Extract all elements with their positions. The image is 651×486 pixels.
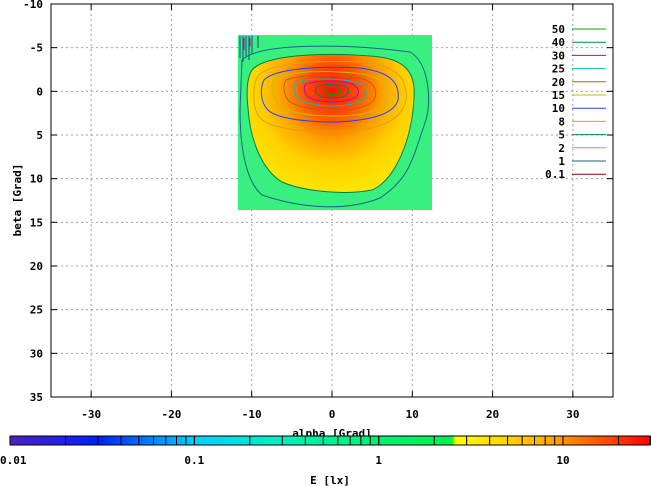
y-tick-label: 30 bbox=[30, 347, 43, 360]
colorbar bbox=[10, 436, 651, 445]
contour-40 bbox=[314, 84, 349, 99]
x-tick-label: 30 bbox=[566, 408, 579, 421]
heatmap-region bbox=[238, 35, 432, 210]
legend-label: 15 bbox=[552, 89, 565, 102]
heatmap-core bbox=[247, 54, 415, 193]
contour-5 bbox=[246, 53, 415, 193]
legend-label: 30 bbox=[552, 49, 565, 62]
y-tick-label: 15 bbox=[30, 216, 43, 229]
y-axis-label: beta [Grad] bbox=[11, 164, 24, 237]
legend-label: 8 bbox=[558, 115, 565, 128]
contour-20 bbox=[283, 74, 377, 111]
legend-label: 5 bbox=[558, 129, 565, 142]
x-tick-label: -10 bbox=[242, 408, 262, 421]
legend-label: 25 bbox=[552, 63, 565, 76]
x-tick-label: -30 bbox=[81, 408, 101, 421]
contour-25 bbox=[293, 78, 367, 107]
y-tick-label: 20 bbox=[30, 260, 43, 273]
legend-label: 20 bbox=[552, 76, 565, 89]
legend-label: 2 bbox=[558, 142, 565, 155]
colorbar-label: E [lx] bbox=[310, 474, 350, 486]
legend-label: 0.1 bbox=[545, 168, 565, 181]
artifact-lines bbox=[239, 36, 259, 62]
contour-1 bbox=[239, 45, 430, 208]
contour-30 bbox=[303, 80, 360, 103]
contour-50 bbox=[324, 86, 342, 96]
legend-label: 40 bbox=[552, 36, 565, 49]
contour-8 bbox=[253, 60, 407, 133]
contour-15 bbox=[271, 71, 388, 117]
x-tick-label: -20 bbox=[161, 408, 181, 421]
y-tick-label: 25 bbox=[30, 304, 43, 317]
artifact-lines-red bbox=[243, 38, 251, 50]
colorbar-tick-label: 1 bbox=[375, 454, 382, 467]
legend-label: 10 bbox=[552, 102, 565, 115]
colorbar-ticks: 0.01 0.1 1 10 bbox=[0, 435, 651, 467]
y-tick-label: -5 bbox=[30, 42, 43, 55]
contour-lines bbox=[239, 36, 430, 208]
y-tick-label: 10 bbox=[30, 173, 43, 186]
legend-label: 50 bbox=[552, 23, 565, 36]
y-tick-label: -10 bbox=[23, 0, 43, 11]
legend-label: 1 bbox=[558, 155, 565, 168]
x-tick-label: 20 bbox=[486, 408, 499, 421]
x-axis-ticks: -30 -20 -10 0 10 20 30 bbox=[81, 4, 579, 421]
y-tick-label: 35 bbox=[30, 391, 43, 404]
y-tick-label: 0 bbox=[36, 85, 43, 98]
x-tick-label: 10 bbox=[406, 408, 419, 421]
colorbar-tick-label: 10 bbox=[556, 454, 569, 467]
y-tick-label: 5 bbox=[36, 129, 43, 142]
colorbar-tick-label: 0.1 bbox=[184, 454, 204, 467]
contour-10 bbox=[260, 66, 399, 123]
x-tick-label: 0 bbox=[329, 408, 336, 421]
colorbar-tick-label: 0.01 bbox=[0, 454, 27, 467]
